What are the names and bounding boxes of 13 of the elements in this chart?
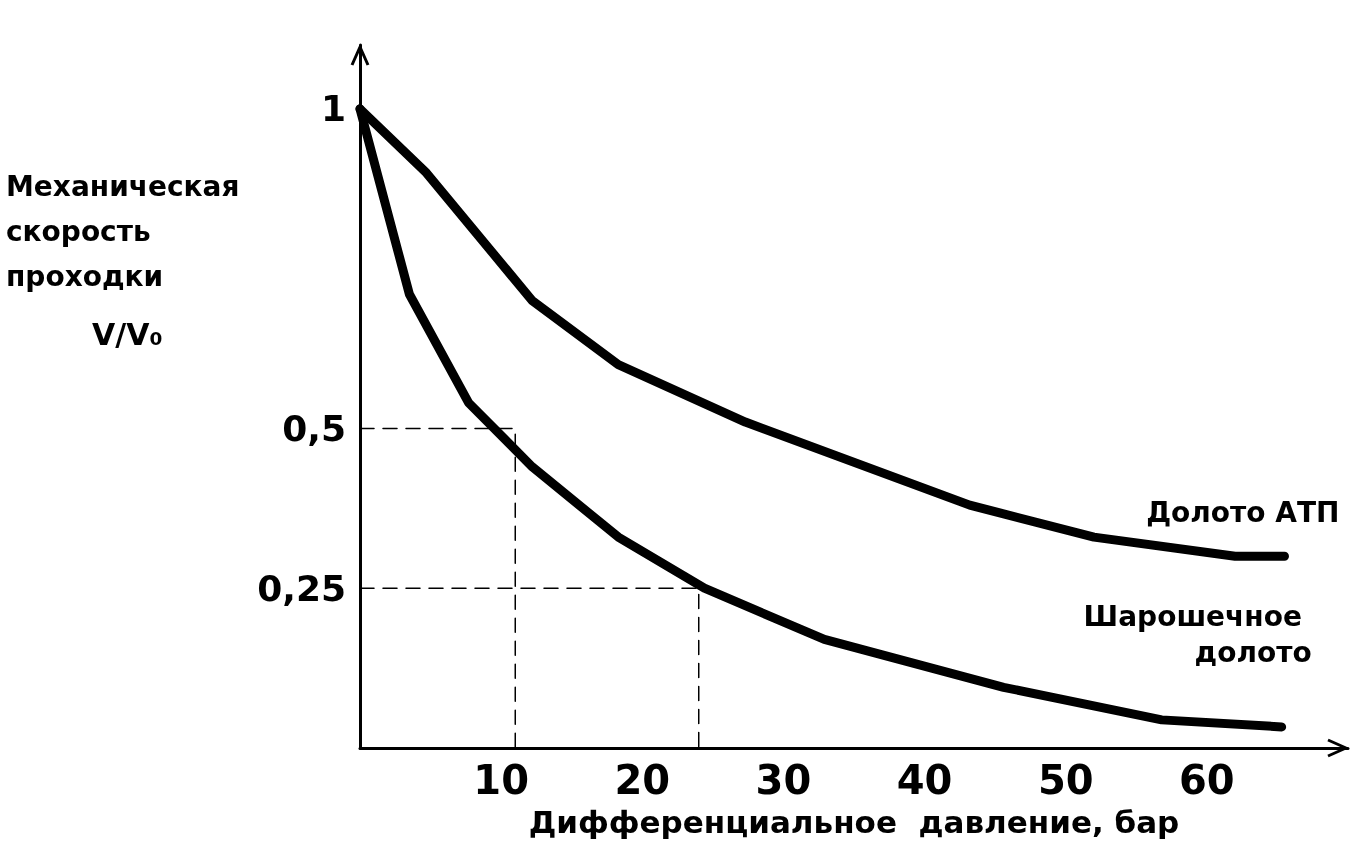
series-label: Шарошечное долото [1083, 600, 1312, 670]
x-tick-label: 50 [1037, 757, 1094, 803]
x-tick-label: 20 [614, 757, 671, 803]
y-tick-label: 0,5 [282, 407, 346, 449]
series-label: Долото АТП [1146, 495, 1340, 529]
y-tick-label: 0,25 [257, 567, 346, 609]
x-tick-label: 60 [1179, 757, 1235, 803]
y-tick-label: 1 [320, 88, 346, 130]
y-axis-title: Механическая скорость проходки V/V₀ [6, 169, 240, 352]
x-tick-label: 10 [473, 757, 529, 803]
x-axis-title: Дифференциальное давление, бар [528, 803, 1180, 840]
x-tick-label: 30 [755, 757, 812, 803]
x-tick-label: 40 [896, 757, 953, 803]
